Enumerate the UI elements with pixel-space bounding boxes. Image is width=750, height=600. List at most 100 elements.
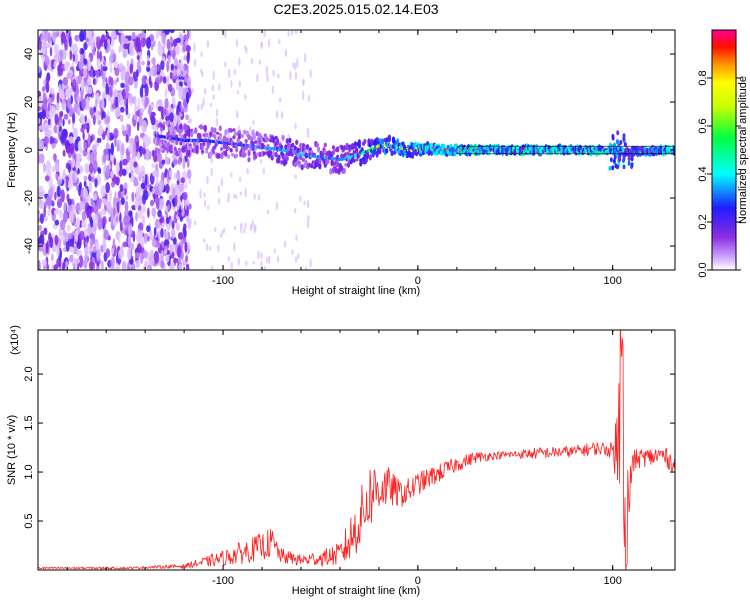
spectrogram-noise-cell: [129, 63, 134, 74]
spectrogram-noise-cell: [137, 169, 141, 177]
spectrogram-noise-cell: [86, 30, 92, 39]
x-tick-label: -100: [212, 275, 234, 287]
spectrogram-ridge-cell: [254, 140, 258, 144]
spectrogram-noise-cell: [87, 77, 92, 86]
spectrogram-noise-cell: [80, 78, 85, 92]
spectrogram-ridge-cell: [301, 143, 306, 148]
spectrogram-noise-cell: [88, 181, 93, 194]
spectrogram-noise-cell: [83, 67, 87, 78]
spectrogram-noise-cell: [121, 260, 127, 270]
spectrogram-noise-cell: [40, 34, 45, 40]
spectrogram-noise-cell: [244, 187, 247, 198]
spectrogram-noise-cell: [177, 115, 181, 127]
spectrogram-ridge-cell: [442, 144, 446, 149]
spectrogram-noise-cell: [93, 193, 98, 201]
spectrogram-noise-cell: [43, 227, 48, 236]
spectrogram-noise-cell: [296, 57, 299, 68]
spectrogram-noise-cell: [121, 142, 125, 156]
spectrogram-noise-cell: [76, 74, 83, 85]
spectrogram-ridge-cell: [213, 140, 216, 144]
spectrogram-noise-cell: [114, 96, 119, 108]
spectrogram-ridge-cell: [251, 141, 255, 146]
spectrogram-ridge-cell: [255, 131, 259, 137]
spectrogram-noise-cell: [166, 60, 170, 73]
spectrogram-ridge-cell: [240, 143, 243, 147]
spectrogram-noise-cell: [57, 179, 62, 186]
spectrogram-ridge-cell: [199, 124, 203, 130]
spectrogram-noise-cell: [164, 30, 170, 35]
spectrogram-noise-cell: [172, 237, 177, 245]
spectrogram-noise-cell: [306, 199, 310, 209]
spectrogram-noise-cell: [144, 173, 148, 186]
spectrogram-noise-cell: [46, 263, 50, 270]
spectrogram-ridge-cell: [355, 158, 359, 162]
spectrogram-noise-cell: [105, 83, 109, 95]
spectrogram-noise-cell: [98, 198, 102, 204]
spectrogram-noise-cell: [106, 129, 110, 142]
spectrogram-noise-cell: [251, 219, 254, 229]
spectrogram-noise-cell: [233, 68, 237, 76]
spectrogram-ridge-cell: [285, 138, 289, 144]
spectrogram-ridge-cell: [299, 155, 303, 160]
spectrogram-noise-cell: [263, 30, 266, 38]
y-tick-label: 40: [23, 48, 35, 60]
spectrogram-ridge-cell: [199, 138, 202, 142]
spectrogram-noise-cell: [180, 250, 184, 261]
snr-y-multiplier: (x10⁴): [9, 325, 21, 355]
spectrogram-noise-cell: [115, 263, 120, 270]
spectrogram-noise-cell: [152, 57, 156, 66]
spectrogram-noise-cell: [183, 55, 187, 61]
spectrogram-ridge-cell: [168, 126, 172, 131]
spectrogram-ridge-cell: [201, 150, 205, 153]
spectrogram-noise-cell: [268, 255, 271, 265]
spectrogram-noise-cell: [245, 260, 248, 267]
spectrogram-noise-cell: [137, 65, 142, 74]
spectrogram-noise-cell: [115, 216, 119, 223]
spectrogram-noise-cell: [110, 248, 114, 255]
spectrogram-ridge-cell: [173, 129, 177, 133]
spectrogram-noise-cell: [119, 114, 124, 122]
spectrogram-noise-cell: [171, 97, 175, 105]
spectrogram-noise-cell: [88, 56, 91, 68]
spectrogram-noise-cell: [276, 255, 280, 263]
spectrogram-noise-cell: [205, 243, 209, 252]
spectrogram-ridge-cell: [205, 132, 209, 138]
spectrogram-noise-cell: [141, 75, 147, 86]
spectrogram-ridge-cell: [342, 168, 346, 174]
spectrogram-noise-cell: [102, 153, 107, 163]
spectrogram-ridge-cell: [354, 154, 356, 158]
spectrogram-ridge-cell: [371, 147, 374, 151]
spectrogram-ridge-cell: [232, 128, 236, 132]
spectrogram-ridge-cell: [186, 138, 188, 142]
spectrogram-noise-cell: [218, 197, 221, 205]
spectrogram-noise-cell: [151, 163, 155, 169]
spectrogram-ridge-layer: [153, 120, 675, 175]
y-tick-label: -20: [23, 190, 35, 206]
spectrogram-noise-cell: [177, 232, 184, 240]
spectrogram-noise-cell: [42, 92, 47, 103]
spectrogram-noise-cell: [64, 137, 67, 147]
spectrogram-noise-cell: [74, 103, 77, 113]
spectrogram-noise-cell: [92, 78, 96, 85]
spectrogram-noise-cell: [89, 162, 94, 174]
spectrogram-ridge-cell: [308, 147, 312, 152]
spectrogram-ridge-cell: [250, 136, 254, 142]
spectrogram-ridge-cell: [243, 129, 247, 135]
spectrogram-noise-cell: [144, 97, 149, 108]
spectrogram-ridge-cell: [195, 138, 198, 142]
spectrogram-ridge-cell: [224, 141, 226, 145]
spectrogram-noise-cell: [106, 165, 110, 177]
snr-series-line: [38, 330, 675, 570]
spectrogram-ridge-cell: [277, 154, 281, 161]
spectrogram-ridge-cell: [236, 137, 240, 144]
spectrogram-noise-cell: [89, 238, 93, 249]
spectrogram-noise-cell: [74, 171, 78, 181]
spectrogram-noise-cell: [112, 238, 116, 252]
spectrogram-ridge-cell: [362, 151, 364, 155]
spectrogram-noise-cell: [187, 158, 190, 168]
spectrogram-noise-cell: [180, 238, 184, 251]
spectrogram-noise-cell: [63, 201, 67, 212]
spectrogram-ridge-cell: [243, 143, 246, 147]
snr-plot-area: [38, 330, 675, 570]
spectrogram-noise-cell: [75, 217, 81, 229]
